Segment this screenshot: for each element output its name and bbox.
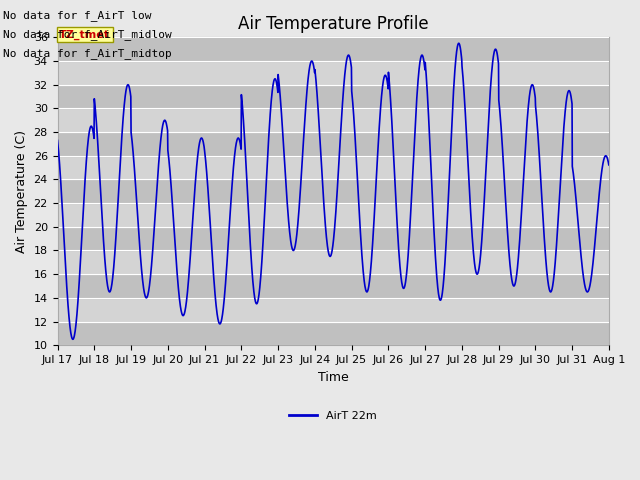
Bar bbox=[58, 180, 609, 203]
Text: No data for f_AirT_midtop: No data for f_AirT_midtop bbox=[3, 48, 172, 59]
Bar bbox=[58, 156, 609, 180]
Bar bbox=[58, 322, 609, 345]
Bar bbox=[58, 37, 609, 61]
Bar bbox=[58, 298, 609, 322]
Bar bbox=[58, 251, 609, 274]
X-axis label: Time: Time bbox=[318, 371, 349, 384]
Bar bbox=[58, 84, 609, 108]
Bar bbox=[58, 61, 609, 84]
Text: No data for f_AirT_midlow: No data for f_AirT_midlow bbox=[3, 29, 172, 40]
Text: TZ_tmet: TZ_tmet bbox=[60, 29, 110, 39]
Bar bbox=[58, 203, 609, 227]
Bar bbox=[58, 227, 609, 251]
Bar bbox=[58, 132, 609, 156]
Text: No data for f_AirT low: No data for f_AirT low bbox=[3, 10, 152, 21]
Title: Air Temperature Profile: Air Temperature Profile bbox=[238, 15, 429, 33]
Y-axis label: Air Temperature (C): Air Temperature (C) bbox=[15, 130, 28, 253]
Legend: AirT 22m: AirT 22m bbox=[285, 406, 381, 425]
Bar bbox=[58, 274, 609, 298]
Bar bbox=[58, 108, 609, 132]
